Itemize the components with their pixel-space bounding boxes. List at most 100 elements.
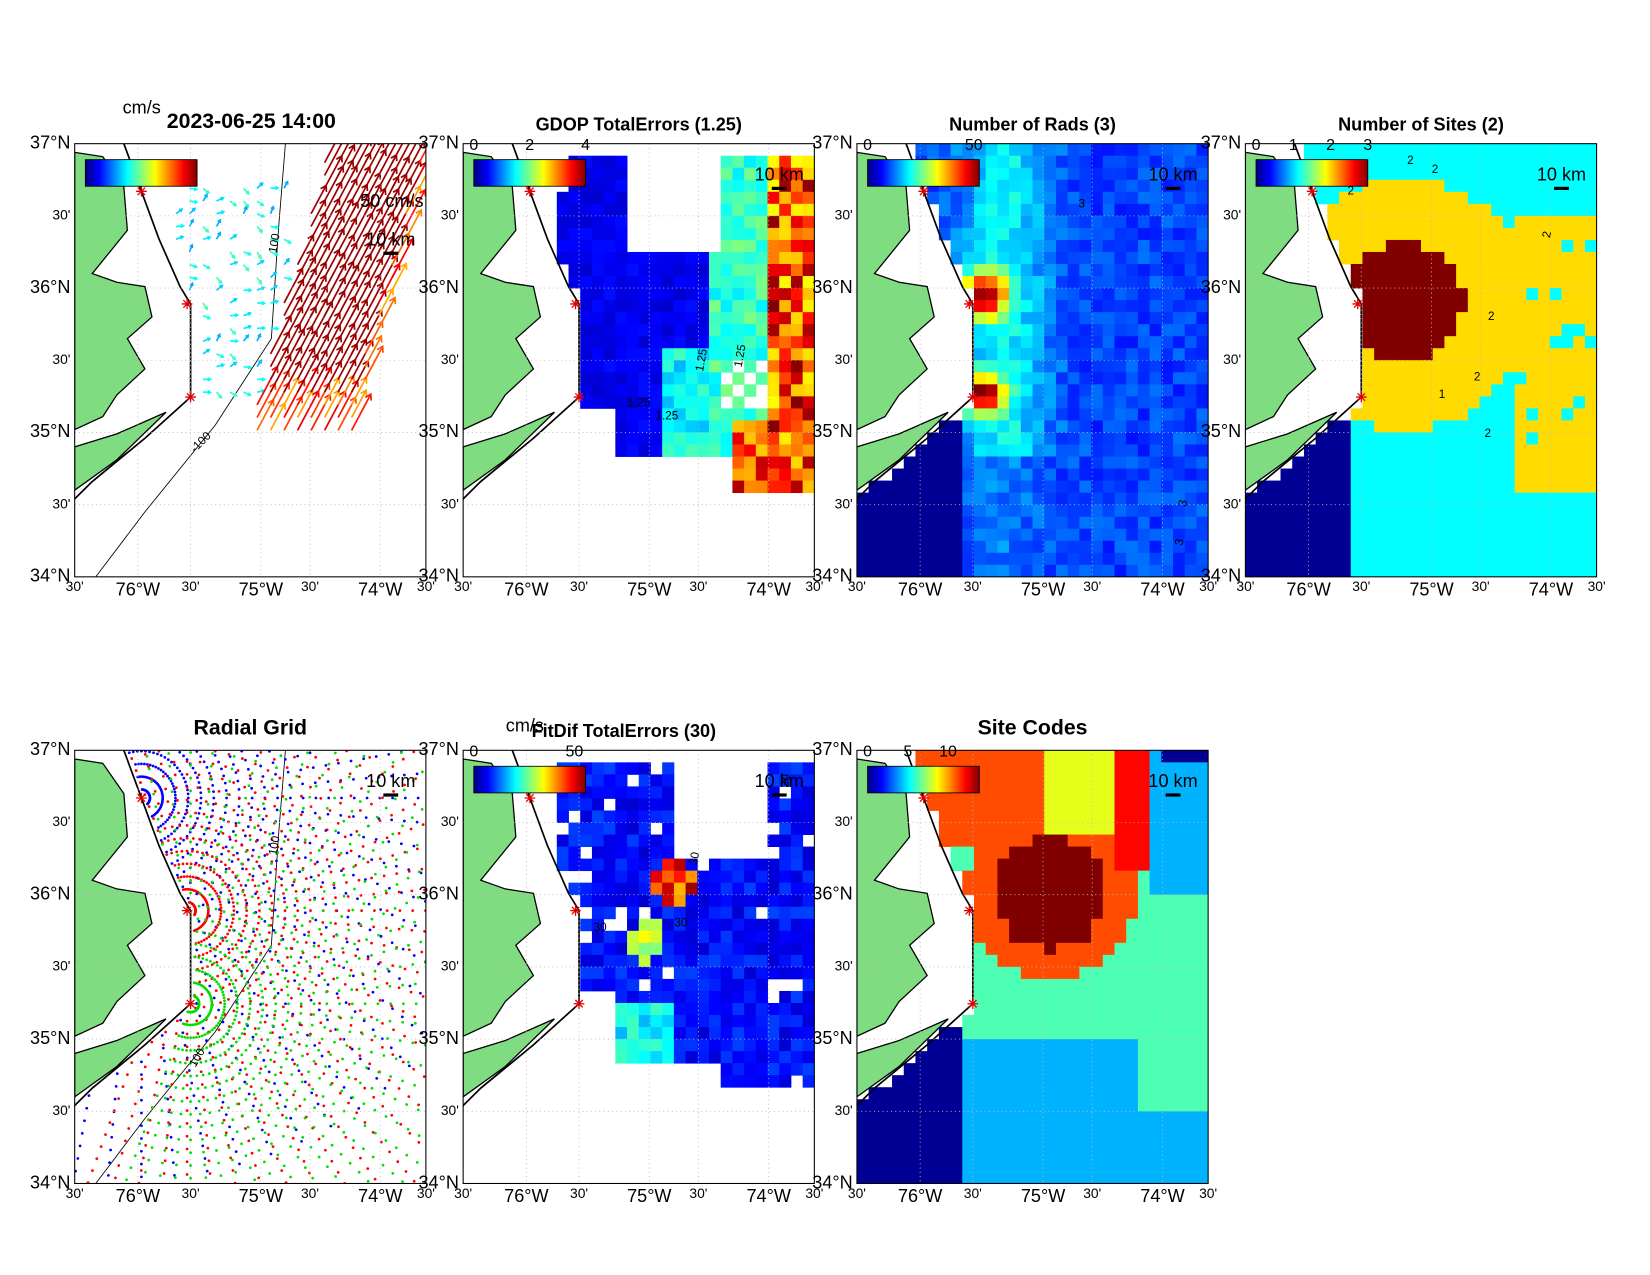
field-cell [938, 444, 952, 457]
radial-grid-dot [235, 1010, 239, 1014]
axes-frame [1244, 143, 1598, 578]
field-cell [779, 432, 792, 445]
radial-grid-dot [217, 895, 221, 899]
contour-label: 2 [1540, 230, 1554, 239]
current-vector [203, 377, 213, 382]
field-cell [927, 143, 940, 157]
field-cell [1526, 288, 1539, 301]
field-cell [1514, 276, 1527, 289]
field-cell [627, 384, 640, 397]
current-vector [243, 311, 253, 317]
field-cell [1055, 167, 1069, 181]
radial-grid-dot [370, 802, 373, 806]
field-cell [1362, 239, 1375, 253]
radial-grid-dot [140, 1175, 143, 1179]
field-cell [1549, 155, 1562, 169]
field-cell [650, 942, 663, 956]
radial-grid-dot [304, 877, 308, 881]
radial-grid-dot [353, 887, 356, 891]
radial-grid-dot [159, 839, 163, 842]
radial-grid-dot [201, 957, 205, 960]
field-cell [767, 203, 780, 217]
radial-grid-dot [209, 949, 212, 953]
radial-grid-dot [161, 1046, 165, 1050]
field-cell [915, 143, 928, 157]
field-cell [1114, 444, 1127, 457]
field-cell [962, 420, 975, 433]
radial-grid-dot [182, 870, 186, 874]
contour-label: 2 [1432, 163, 1439, 176]
radial-grid-dot [189, 815, 192, 818]
radial-grid-dot [227, 968, 230, 972]
radial-grid-dot [352, 815, 355, 818]
field-cell [997, 504, 1010, 518]
radial-grid-dot [317, 1137, 321, 1141]
radial-grid-dot [328, 809, 332, 812]
field-cell [1479, 564, 1492, 577]
field-cell [950, 143, 963, 157]
field-cell [1055, 312, 1069, 325]
field-cell [1032, 480, 1045, 494]
radial-grid-dot [254, 960, 258, 964]
field-cell [638, 276, 651, 289]
radial-grid-dot [140, 1073, 143, 1077]
field-cell [650, 336, 663, 349]
field-cell [790, 167, 804, 181]
radial-grid-dot [117, 1097, 121, 1100]
field-cell [1327, 564, 1340, 577]
field-cell [880, 492, 893, 506]
radial-grid-dot [184, 1061, 187, 1065]
field-cell [1362, 372, 1375, 385]
radial-grid-dot [378, 960, 382, 964]
field-cell [1020, 348, 1033, 361]
field-cell [1137, 191, 1151, 205]
field-cell [1196, 516, 1209, 530]
radial-grid-dot [184, 780, 187, 784]
field-cell [997, 396, 1010, 409]
field-cell [1196, 215, 1209, 229]
field-cell [1055, 276, 1069, 289]
field-cell [1456, 384, 1469, 397]
radial-grid-dot [312, 941, 316, 945]
radial-grid-dot [147, 805, 151, 808]
field-cell [1032, 324, 1045, 337]
radial-grid-dot [413, 924, 417, 928]
radial-grid-dot [401, 1009, 405, 1013]
radial-grid-dot [323, 978, 327, 982]
field-cell [779, 167, 792, 181]
radial-grid-dot [173, 1174, 176, 1177]
radial-grid-dot [293, 1062, 296, 1066]
radial-grid-dot [214, 948, 218, 952]
field-cell [1292, 552, 1305, 566]
radial-grid-dot [189, 802, 192, 806]
radial-grid-dot [317, 849, 321, 852]
radial-grid-dot [299, 1011, 303, 1015]
radial-grid-dot [183, 1035, 187, 1039]
radial-grid-dot [307, 994, 311, 998]
current-vector [257, 300, 267, 306]
field-cell [1126, 276, 1139, 289]
radial-grid-dot [303, 841, 307, 844]
field-cell [685, 251, 698, 265]
field-cell [1526, 324, 1539, 337]
radial-grid-dot [281, 1113, 284, 1117]
field-cell [1362, 456, 1375, 469]
field-cell [1196, 203, 1209, 217]
radial-grid-dot [244, 884, 248, 887]
field-cell [1173, 251, 1186, 265]
field-cell [1573, 288, 1586, 301]
field-cell [1444, 384, 1457, 397]
field-cell [556, 239, 569, 253]
radial-grid-dot [206, 853, 209, 856]
field-cell [1327, 420, 1340, 433]
radial-grid-dot [276, 845, 280, 849]
field-cell [1091, 300, 1104, 313]
field-cell [1196, 432, 1209, 445]
radial-grid-dot [208, 1044, 212, 1048]
field-cell [1327, 215, 1340, 229]
colorbar-unit: cm/s [123, 97, 161, 117]
field-cell [1137, 372, 1151, 385]
field-cell [973, 348, 987, 361]
radial-grid-dot [194, 1061, 198, 1065]
field-cell [767, 215, 780, 229]
